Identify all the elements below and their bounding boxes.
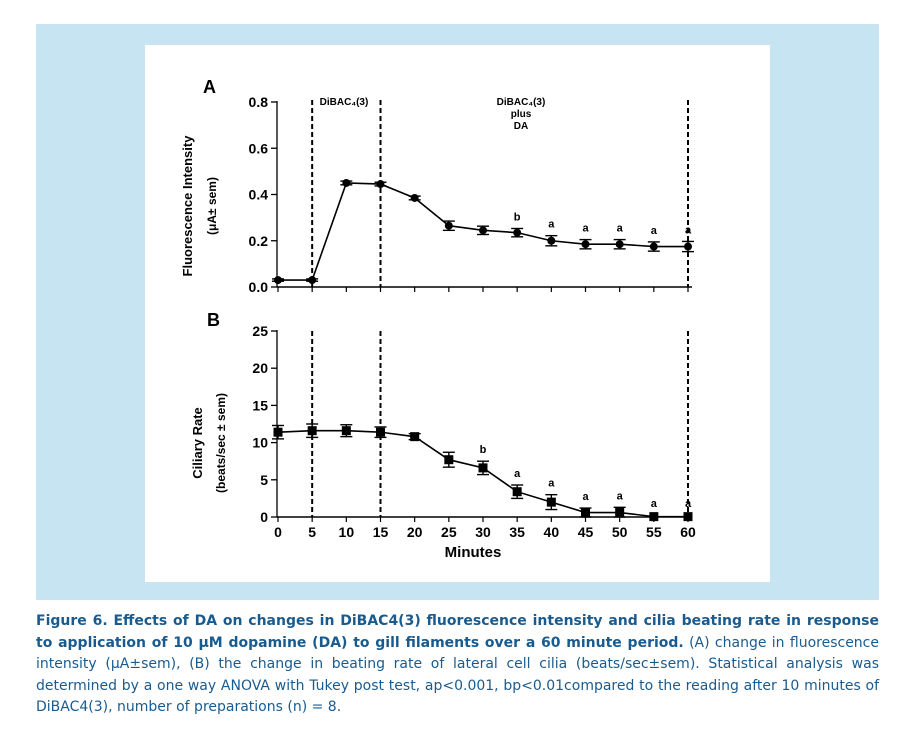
data-point (649, 512, 659, 522)
data-point (274, 276, 282, 285)
data-point (478, 463, 488, 473)
data-point (410, 193, 419, 202)
plot-card: A Fluorescence Intensity (μA± sem) DiBAC… (145, 45, 770, 582)
x-tick-label: 30 (475, 524, 491, 540)
significance-label: a (548, 219, 555, 231)
chart-svg: A Fluorescence Intensity (μA± sem) DiBAC… (180, 77, 696, 561)
annotation-dibac-da-line2: plus (511, 109, 532, 120)
significance-label: a (651, 225, 658, 237)
significance-label: a (685, 224, 692, 236)
x-tick-label: 60 (680, 524, 696, 540)
data-point (649, 242, 658, 251)
annotation-dibac-da-line1: DiBAC₄(3) (497, 97, 546, 108)
panel-a-ylabel: Fluorescence Intensity (180, 135, 195, 277)
data-point (308, 276, 317, 285)
x-tick-label: 35 (509, 524, 525, 540)
data-point (684, 242, 692, 251)
x-tick-label: 15 (373, 524, 389, 540)
panel-b-ylabel: Ciliary Rate (190, 407, 205, 479)
data-point (444, 455, 454, 465)
data-point (273, 427, 283, 437)
data-point (410, 432, 420, 442)
x-tick-label: 0 (274, 524, 282, 540)
y-tick-label: 10 (252, 435, 268, 451)
y-tick-label: 0.0 (249, 279, 269, 295)
data-point (683, 512, 693, 522)
x-tick-label: 5 (308, 524, 316, 540)
x-tick-label: 45 (578, 524, 594, 540)
data-point (581, 508, 590, 518)
panel-b-ylabel-units: (beats/sec ± sem) (214, 393, 228, 493)
y-tick-label: 5 (260, 472, 268, 488)
panel-a-ylabel-units: (μA± sem) (205, 177, 219, 235)
x-tick-label: 10 (339, 524, 355, 540)
data-point (307, 426, 317, 436)
caption-text: (A) change in fluorescence intensity (μA… (36, 634, 879, 716)
significance-label: a (617, 223, 624, 235)
y-tick-label: 0 (260, 509, 268, 525)
data-point (547, 236, 556, 245)
significance-label: b (480, 444, 487, 456)
plot-a: 0.0 0.2 0.4 0.6 0.8 b a a a a a (249, 94, 694, 295)
data-point (615, 508, 625, 518)
data-point (512, 487, 522, 497)
annotation-dibac: DiBAC₄(3) (320, 97, 369, 108)
y-tick-label: 20 (252, 360, 268, 376)
figure-caption: Figure 6. Effects of DA on changes in Di… (36, 611, 879, 719)
significance-label: b (514, 211, 521, 223)
annotation-dibac-da-line3: DA (514, 121, 528, 132)
data-point (479, 226, 487, 235)
significance-label: a (514, 468, 521, 480)
significance-label: a (651, 498, 658, 510)
y-tick-label: 0.2 (249, 233, 269, 249)
y-tick-label: 15 (252, 397, 268, 413)
x-tick-label: 40 (544, 524, 560, 540)
data-point (376, 427, 385, 437)
data-point (615, 240, 624, 249)
panel-a-letter: A (203, 77, 216, 97)
data-point (341, 426, 351, 436)
x-tick-label: 20 (407, 524, 423, 540)
y-tick-label: 0.6 (249, 140, 269, 156)
plot-b: 0 5 10 15 20 25 0 5 10 15 20 25 30 35 40 45 50 55 60 b a a a a a… (252, 323, 696, 540)
y-tick-label: 0.4 (249, 187, 269, 203)
panel-b-letter: B (207, 310, 220, 330)
data-point (376, 180, 385, 189)
x-axis-title: Minutes (445, 544, 502, 561)
significance-label: a (548, 478, 555, 490)
caption-bold: Figure 6. Effects of DA on changes in Di… (36, 613, 879, 651)
x-tick-label: 50 (612, 524, 628, 540)
significance-label: a (582, 491, 589, 503)
x-tick-label: 25 (441, 524, 457, 540)
significance-label: a (617, 490, 624, 502)
data-point (581, 240, 590, 249)
data-point (546, 497, 556, 507)
data-point (513, 228, 522, 237)
data-point (444, 221, 453, 230)
y-tick-label: 25 (252, 323, 268, 339)
significance-label: a (582, 223, 589, 235)
y-tick-label: 0.8 (249, 94, 269, 110)
x-tick-label: 55 (646, 524, 662, 540)
data-point (342, 178, 351, 187)
significance-label: a (685, 498, 692, 510)
